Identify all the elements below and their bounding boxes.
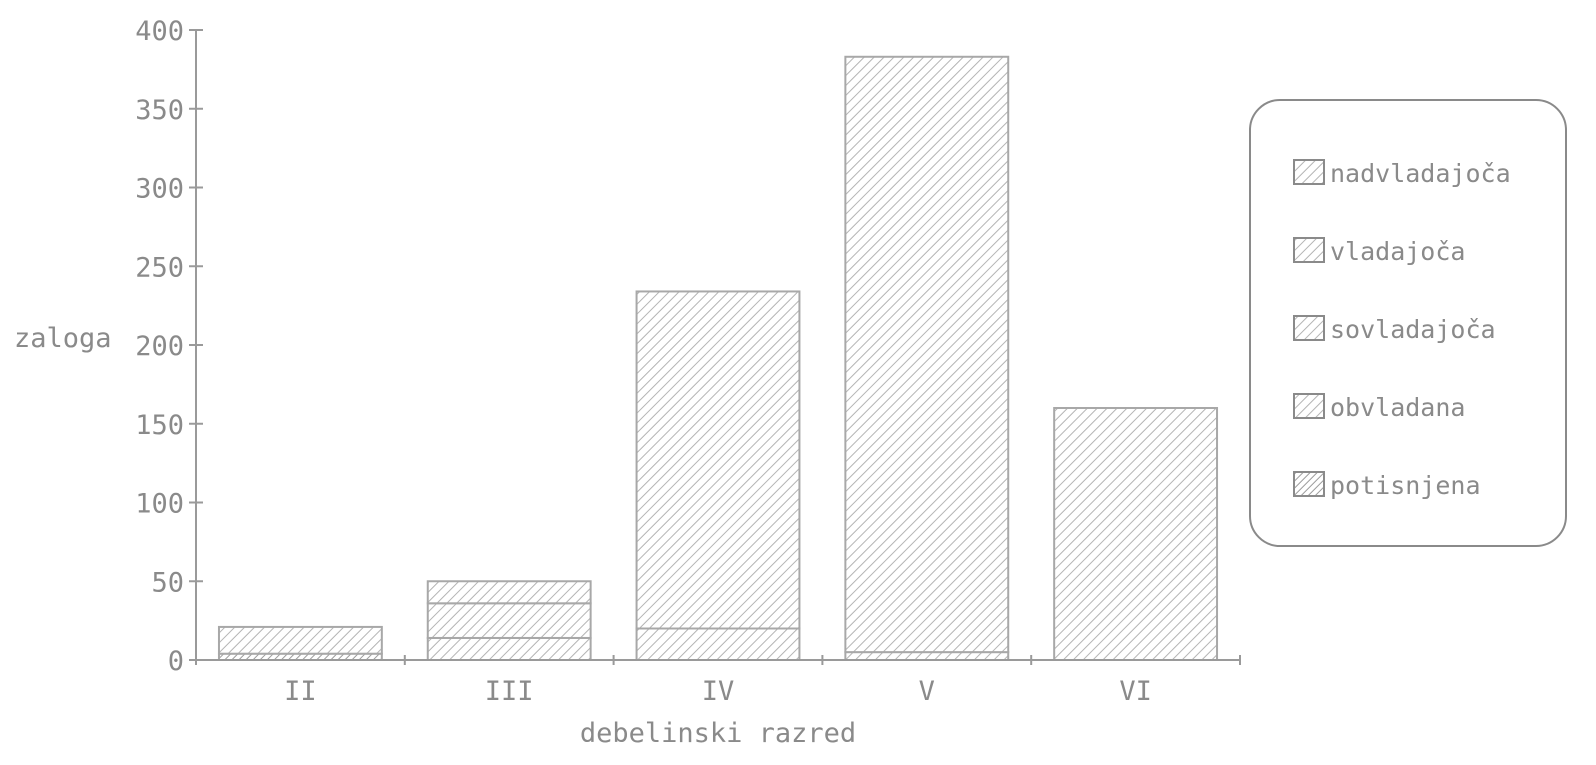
y-tick-label: 100 [135, 489, 184, 520]
x-ticks: II III IV V VI [195, 655, 1241, 707]
legend-label: vladajoča [1330, 237, 1465, 266]
y-tick-label: 200 [135, 331, 184, 362]
legend-swatch [1293, 159, 1325, 185]
bar-segment [426, 602, 592, 639]
bars-layer [217, 55, 1219, 662]
x-tick-label: II [284, 676, 317, 707]
bar-segment [844, 55, 1010, 654]
bar-segment [635, 290, 801, 630]
bar-segment [635, 627, 801, 661]
legend-swatch [1293, 471, 1325, 497]
bar-segment [217, 625, 383, 655]
legend-label: nadvladajoča [1330, 159, 1511, 188]
y-tick-label: 250 [135, 252, 184, 283]
legend-items: nadvladajoča vladajoča sovladajoča obvladan… [1293, 159, 1511, 500]
y-tick-label: 50 [151, 567, 184, 598]
legend-swatch [1293, 315, 1325, 341]
x-tick-label: VI [1119, 676, 1152, 707]
y-axis-title: zaloga [14, 323, 112, 354]
y-tick-label: 300 [135, 174, 184, 205]
legend-label: obvladana [1330, 393, 1465, 422]
x-tick-label: IV [702, 676, 735, 707]
x-axis-title: debelinski razred [580, 718, 856, 749]
y-tick-label: 350 [135, 95, 184, 126]
y-tick-label: 0 [168, 646, 184, 677]
x-tick-label: III [485, 676, 534, 707]
y-ticks: 0 50 100 150 200 250 300 350 400 [135, 16, 203, 677]
legend-box [1249, 99, 1567, 547]
legend-swatch [1293, 237, 1325, 263]
legend-label: potisnjena [1330, 471, 1481, 500]
bar-segment [1053, 407, 1219, 661]
x-tick-label: V [919, 676, 935, 707]
y-tick-label: 150 [135, 410, 184, 441]
bar-segment [426, 580, 592, 605]
bar-segment [844, 651, 1010, 661]
bar-segment [426, 636, 592, 662]
legend: nadvladajoča vladajoča sovladajoča obvladan… [1249, 99, 1567, 547]
legend-label: sovladajoča [1330, 315, 1496, 344]
y-tick-label: 400 [135, 16, 184, 47]
legend-swatch [1293, 393, 1325, 419]
